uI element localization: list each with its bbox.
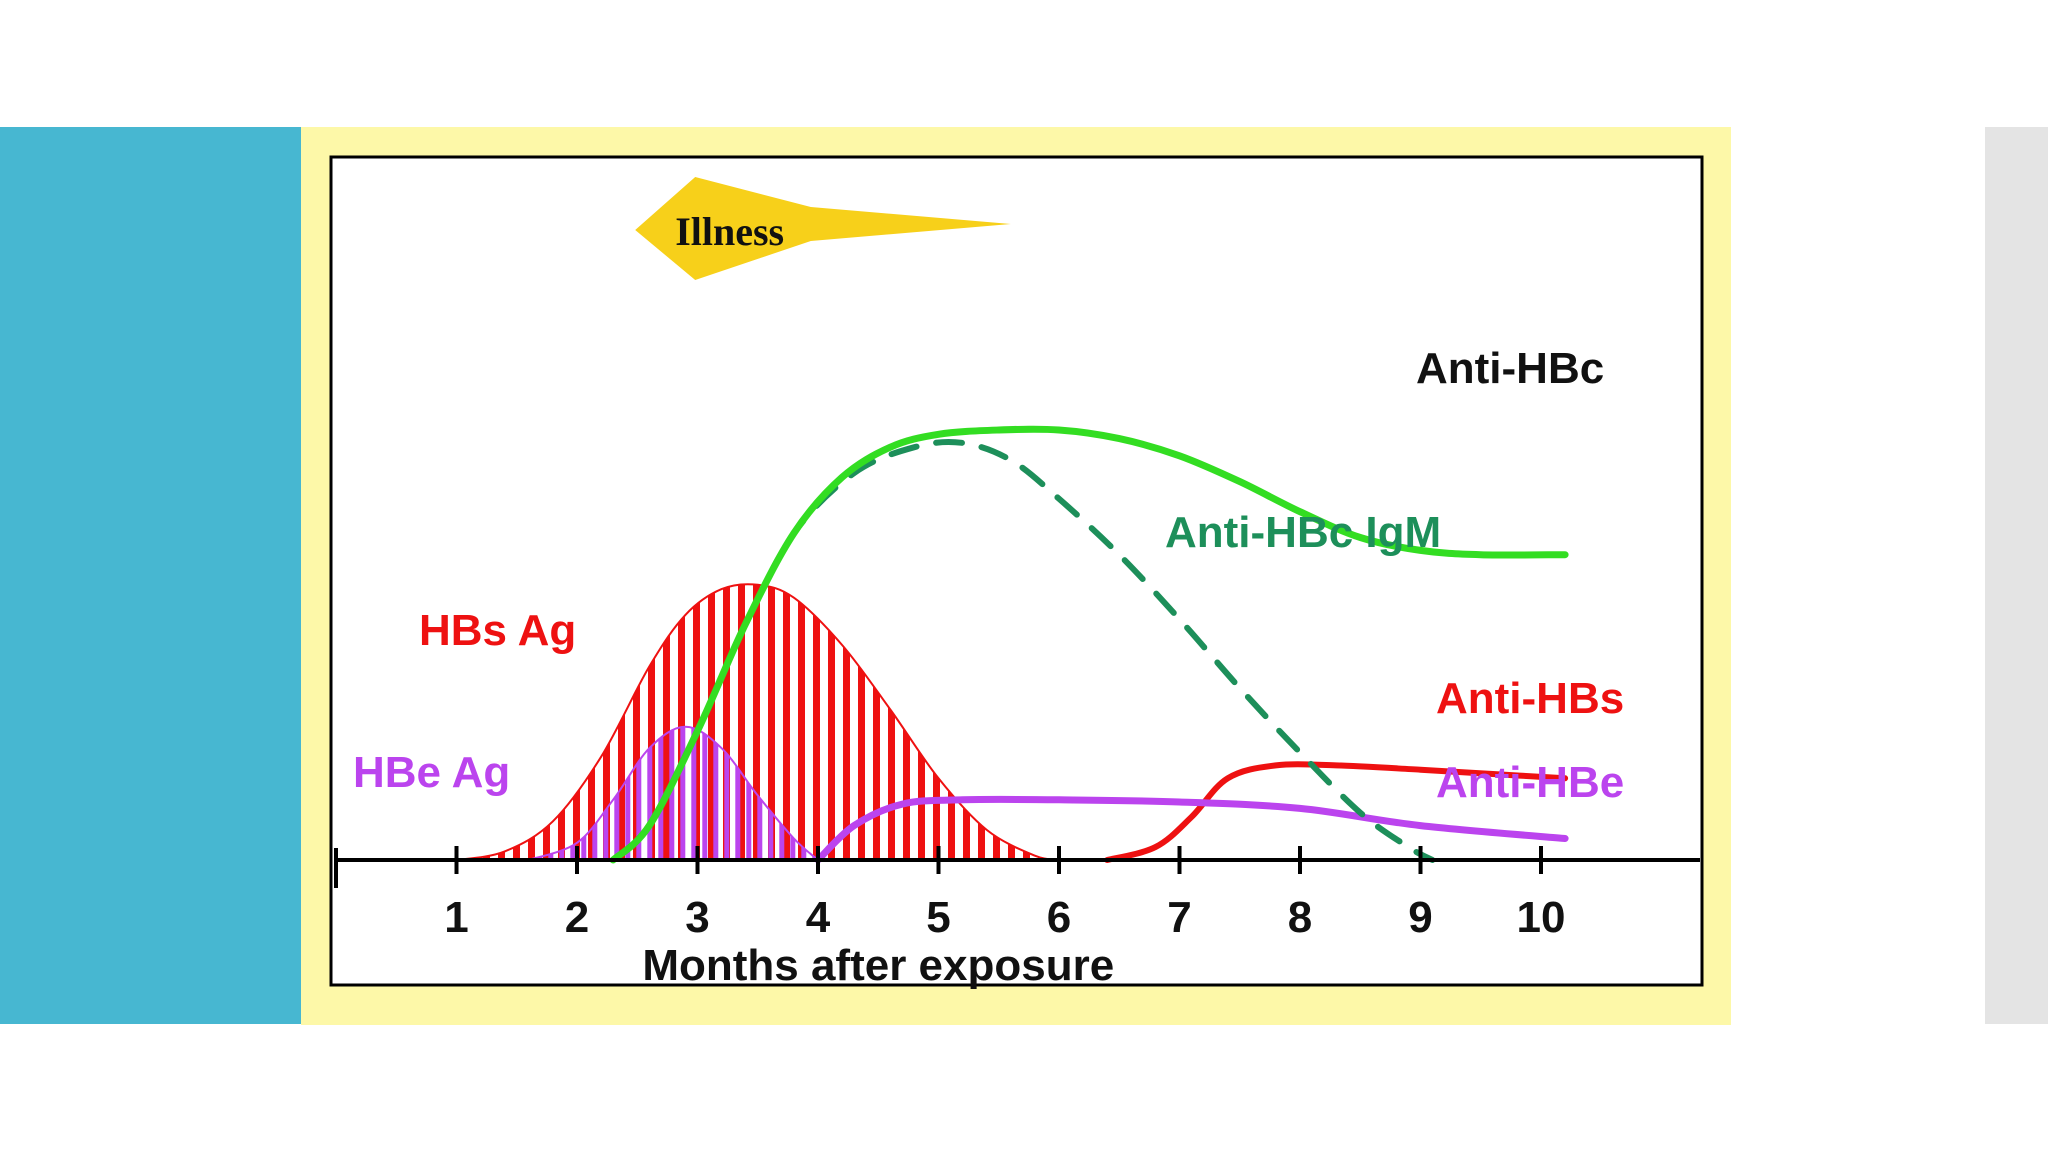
series-label-anti-hbs: Anti-HBs — [1436, 674, 1624, 723]
x-tick-label: 10 — [1517, 893, 1566, 942]
x-tick-label: 5 — [926, 893, 950, 942]
series-line-layer — [609, 425, 1569, 864]
area-hbe-ag-outline — [528, 725, 819, 861]
x-tick-label: 6 — [1047, 893, 1071, 942]
x-axis: 1 2 3 4 5 6 7 8 9 10 — [334, 846, 1700, 942]
series-label-anti-hbc-igm: Anti-HBc IgM — [1165, 508, 1441, 557]
series-line-anti-hbe — [814, 795, 1569, 864]
illness-annotation: Illness — [635, 177, 1011, 280]
x-axis-label: Months after exposure — [642, 941, 1114, 990]
slide-accent-bar — [0, 127, 301, 1024]
area-hbs-ag-outline — [456, 583, 1060, 861]
chart-svg: Illness 1 2 3 4 5 6 7 8 9 10 Months after exposur… — [301, 127, 1731, 1025]
x-tick-label: 2 — [565, 893, 589, 942]
x-tick-label: 3 — [685, 893, 709, 942]
series-line-anti-hbc — [609, 425, 1569, 864]
illness-arrow — [635, 177, 1011, 280]
x-tick-label: 1 — [444, 893, 468, 942]
series-labels: Anti-HBc Anti-HBc IgM HBs Ag HBe Ag Anti… — [353, 344, 1624, 807]
series-label-anti-hbe: Anti-HBe — [1436, 758, 1624, 807]
hepatitis-b-serology-chart: Illness 1 2 3 4 5 6 7 8 9 10 Months after exposur… — [301, 127, 1731, 1025]
illness-label: Illness — [675, 209, 784, 254]
series-label-anti-hbc: Anti-HBc — [1416, 344, 1604, 393]
series-line-anti-hbc-igm — [742, 438, 1436, 863]
x-tick-label: 8 — [1288, 893, 1312, 942]
series-label-hbe-ag: HBe Ag — [353, 748, 510, 797]
slide-right-panel — [1985, 127, 2048, 1024]
x-tick-label: 4 — [806, 893, 831, 942]
series-label-hbs-ag: HBs Ag — [419, 606, 576, 655]
x-tick-label: 9 — [1408, 893, 1432, 942]
x-tick-label: 7 — [1167, 893, 1191, 942]
series-line-anti-hbs — [1104, 761, 1569, 863]
